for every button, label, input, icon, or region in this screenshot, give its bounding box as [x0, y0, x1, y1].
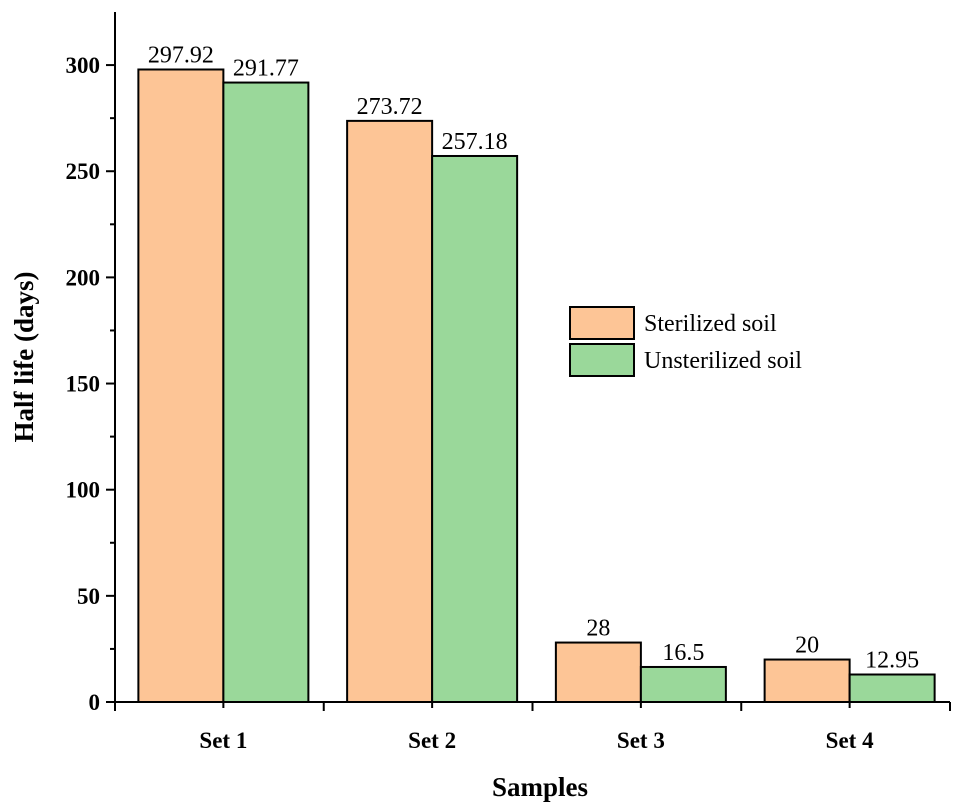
- data-label: 28: [586, 616, 610, 642]
- data-label: 291.77: [233, 56, 299, 82]
- bar-sterilized-4: [763, 658, 851, 703]
- legend-label-sterilized: Sterilized soil: [644, 311, 777, 337]
- x-axis-title: Samples: [492, 772, 588, 802]
- x-tick-label: Set 3: [617, 728, 665, 753]
- bar-unsterilized-1: [222, 81, 310, 703]
- y-tick-label: 50: [77, 584, 100, 609]
- y-tick-label: 100: [66, 478, 101, 503]
- legend-swatch-unsterilized: [569, 343, 635, 377]
- bar-unsterilized-3: [639, 665, 727, 704]
- x-tick-label: Set 4: [826, 728, 874, 753]
- x-tick-label: Set 1: [199, 728, 247, 753]
- data-label: 273.72: [357, 94, 423, 120]
- bar-sterilized-2: [346, 119, 434, 703]
- data-label: 20: [795, 633, 819, 659]
- bar-unsterilized-4: [848, 673, 936, 704]
- y-tick-label: 300: [66, 53, 101, 78]
- data-label: 257.18: [442, 129, 508, 155]
- y-tick-label: 200: [66, 265, 101, 290]
- data-label: 16.5: [662, 640, 704, 666]
- data-label: 297.92: [148, 42, 214, 68]
- bars-layer: [137, 68, 936, 704]
- data-label: 12.95: [865, 648, 919, 674]
- axes-layer: 0 50 100 150 200 250 300 Set 1 Set 2 Set 3 Set 4: [66, 12, 951, 753]
- legend-swatch-sterilized: [569, 306, 635, 340]
- legend-label-unsterilized: Unsterilized soil: [644, 348, 802, 374]
- data-labels-layer: 297.92 291.77 273.72 257.18 28 16.5 20 12.95: [148, 42, 919, 673]
- bar-sterilized-3: [554, 641, 642, 703]
- y-tick-label: 150: [66, 372, 101, 397]
- x-tick-label: Set 2: [408, 728, 456, 753]
- bar-sterilized-1: [137, 68, 225, 703]
- y-tick-label: 250: [66, 159, 101, 184]
- y-tick-label: 0: [89, 690, 101, 715]
- bar-unsterilized-2: [431, 154, 519, 704]
- y-axis-title: Half life (days): [9, 272, 39, 443]
- legend: Sterilized soil Unsterilized soil: [569, 306, 802, 377]
